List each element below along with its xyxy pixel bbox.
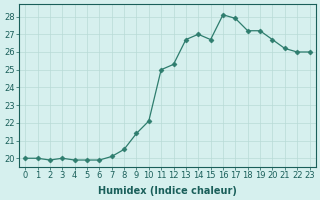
X-axis label: Humidex (Indice chaleur): Humidex (Indice chaleur)	[98, 186, 237, 196]
